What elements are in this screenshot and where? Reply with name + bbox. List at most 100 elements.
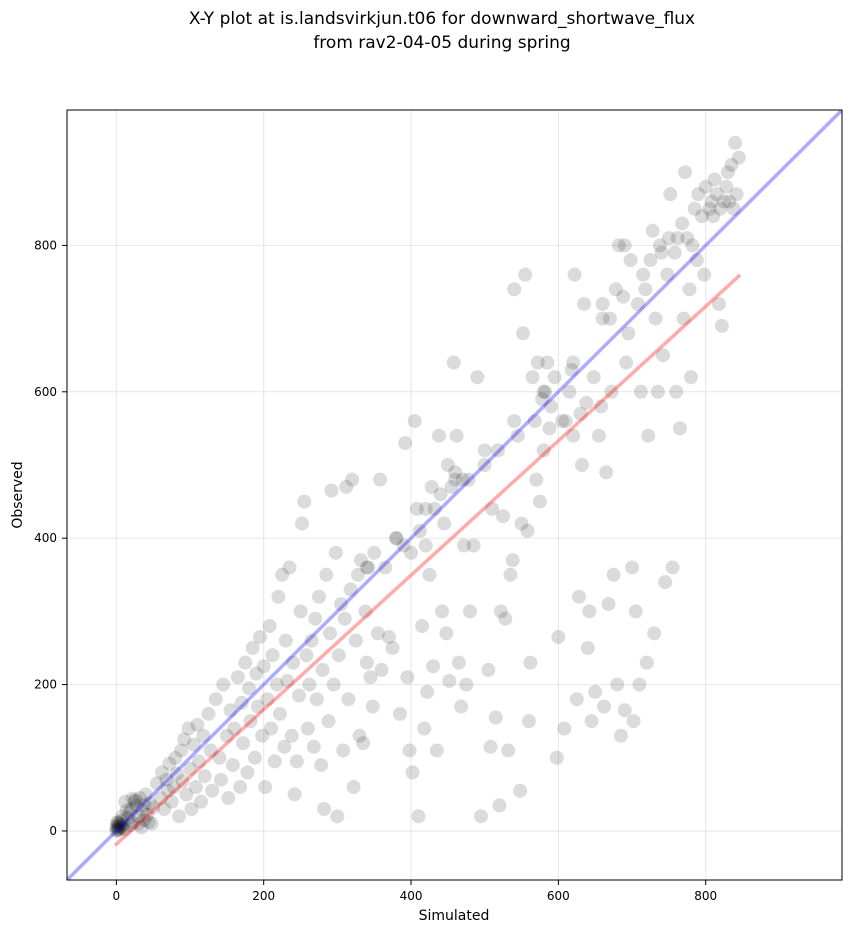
scatter-point — [625, 560, 640, 575]
scatter-point — [302, 677, 317, 692]
scatter-point — [208, 692, 223, 707]
scatter-point — [118, 822, 133, 837]
scatter-point — [110, 815, 125, 830]
scatter-point — [530, 355, 545, 370]
scatter-point — [685, 238, 700, 253]
scatter-point — [645, 223, 660, 238]
scatter-point — [221, 791, 236, 806]
y-axis-label: Observed — [10, 461, 26, 528]
scatter-point — [361, 560, 376, 575]
scatter-point — [577, 296, 592, 311]
scatter-point — [135, 803, 150, 818]
scatter-point — [566, 355, 581, 370]
scatter-point — [164, 794, 179, 809]
scatter-point — [381, 629, 396, 644]
scatter-point — [706, 209, 721, 224]
scatter-point — [234, 695, 249, 710]
plot-area — [67, 110, 842, 880]
scatter-point — [638, 282, 653, 297]
scatter-point — [219, 728, 234, 743]
y-tick-label: 200 — [34, 678, 57, 692]
scatter-point — [295, 516, 310, 531]
scatter-point — [608, 282, 623, 297]
scatter-point — [277, 739, 292, 754]
scatter-point — [137, 812, 152, 827]
x-tick-label: 800 — [694, 889, 717, 903]
scatter-point — [262, 619, 277, 634]
scatter-point — [726, 201, 741, 216]
scatter-point — [110, 815, 125, 830]
scatter-point — [144, 816, 159, 831]
scatter-point — [392, 706, 407, 721]
scatter-point — [713, 201, 728, 216]
scatter-point — [236, 736, 251, 751]
scatter-point — [174, 743, 189, 758]
scatter-point — [569, 692, 584, 707]
scatter-point — [190, 717, 205, 732]
scatter-point — [415, 619, 430, 634]
scatter-point — [230, 670, 245, 685]
scatter-point — [134, 820, 149, 835]
scatter-point — [297, 494, 312, 509]
scatter-point — [442, 673, 457, 688]
scatter-point — [444, 479, 459, 494]
scatter-point — [116, 817, 131, 832]
scatter-point — [451, 655, 466, 670]
scatter-point — [269, 677, 284, 692]
scatter-point — [412, 523, 427, 538]
scatter-point — [314, 758, 329, 773]
scatter-point — [641, 428, 656, 443]
scatter-point — [503, 567, 518, 582]
scatter-point — [689, 253, 704, 268]
scatter-point — [707, 172, 722, 187]
scatter-point — [488, 710, 503, 725]
scatter-point — [557, 721, 572, 736]
scatter-point — [110, 822, 125, 837]
scatter-point — [422, 567, 437, 582]
scatter-point — [343, 582, 358, 597]
scatter-point — [197, 769, 212, 784]
plot-frame — [66, 109, 843, 881]
scatter-point — [470, 370, 485, 385]
scatter-point — [420, 684, 435, 699]
scatter-point — [551, 629, 566, 644]
scatter-point — [131, 816, 146, 831]
scatter-point — [599, 465, 614, 480]
scatter-point — [346, 780, 361, 795]
scatter-point — [365, 699, 380, 714]
scatter-point — [179, 787, 194, 802]
scatter-point — [719, 179, 734, 194]
scatter-point — [196, 728, 211, 743]
scatter-point — [183, 761, 198, 776]
scatter-point — [411, 809, 426, 824]
scatter-point — [507, 414, 522, 429]
scatter-point — [213, 772, 228, 787]
scatter-point — [643, 253, 658, 268]
scatter-point — [168, 750, 183, 765]
scatter-point — [439, 626, 454, 641]
scatter-point — [328, 545, 343, 560]
scatter-point — [527, 414, 542, 429]
scatter-point — [562, 384, 577, 399]
scatter-point — [275, 567, 290, 582]
scatter-point — [407, 414, 422, 429]
scatter-point — [284, 728, 299, 743]
scatter-point — [115, 809, 130, 824]
scatter-point — [665, 560, 680, 575]
scatter-point — [647, 626, 662, 641]
y-tick-label: 800 — [34, 238, 57, 252]
scatter-point — [724, 157, 739, 172]
scatter-point — [110, 820, 125, 835]
scatter-point — [112, 821, 127, 836]
scatter-point — [514, 516, 529, 531]
scatter-point — [321, 714, 336, 729]
scatter-point — [292, 688, 307, 703]
scatter-point — [584, 714, 599, 729]
scatter-point — [691, 187, 706, 202]
scatter-point — [363, 670, 378, 685]
scatter-point — [454, 699, 469, 714]
scatter-point — [566, 428, 581, 443]
chart-title-line-1: X-Y plot at is.landsvirkjun.t06 for down… — [189, 9, 695, 29]
scatter-point — [240, 765, 255, 780]
